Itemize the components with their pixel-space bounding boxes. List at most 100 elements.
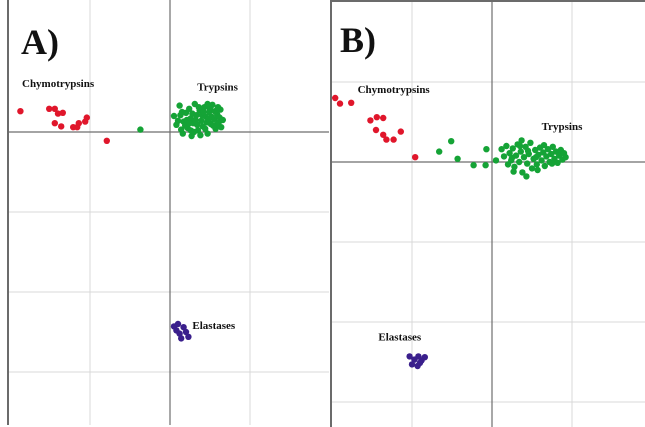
trypsins-point — [436, 148, 443, 155]
trypsins-point — [206, 105, 214, 113]
chymotrypsins-point — [372, 126, 380, 134]
trypsins-point — [510, 168, 517, 175]
trypsins-point — [528, 165, 536, 172]
trypsins-point — [527, 139, 534, 146]
trypsins-point — [179, 130, 186, 137]
chymotrypsins-point — [54, 110, 62, 117]
chymotrypsins-point — [348, 99, 355, 107]
chymotrypsins-point — [103, 137, 111, 144]
chymotrypsins-point — [51, 105, 58, 113]
chymotrypsins-point — [380, 131, 387, 138]
trypsins-point — [518, 137, 525, 144]
chymotrypsins-point — [51, 120, 58, 127]
chymotrypsins-point — [397, 128, 404, 135]
chart-b: Chymotrypsins Trypsins Elastases B) — [332, 2, 645, 427]
trypsins-point — [498, 146, 505, 153]
chymotrypsins-point — [380, 114, 387, 122]
trypsins-point — [543, 153, 550, 160]
trypsins-point — [511, 163, 518, 170]
trypsins-point — [170, 112, 178, 120]
trypsins-point — [189, 110, 196, 117]
trypsins-point — [503, 142, 510, 150]
trypsins-point — [177, 112, 184, 119]
cluster-label-elastases: Elastases — [378, 331, 422, 343]
trypsins-point — [540, 142, 548, 149]
chymotrypsins-point — [59, 109, 66, 117]
chymotrypsins-point — [75, 120, 83, 127]
chymotrypsins-point — [336, 100, 344, 107]
cluster-label-elastases: Elastases — [192, 320, 236, 332]
trypsins-point — [186, 120, 193, 127]
trypsins-point — [506, 150, 513, 157]
trypsins-point — [210, 122, 217, 129]
elastases-point — [180, 324, 187, 331]
trypsins-point — [544, 146, 552, 153]
trypsins-point — [549, 143, 556, 150]
trypsins-point — [517, 148, 524, 155]
trypsins-point — [520, 154, 528, 161]
trypsins-point — [532, 146, 539, 154]
panel-label: B) — [340, 20, 376, 60]
cluster-label-trypsins: Trypsins — [197, 81, 238, 93]
chymotrypsins-point — [373, 114, 380, 121]
trypsins-point — [200, 108, 207, 116]
elastases-point — [185, 333, 192, 340]
trypsins-point — [523, 173, 530, 180]
trypsins-point — [492, 157, 500, 164]
trypsins-point — [554, 159, 561, 166]
chymotrypsins-point — [367, 117, 374, 124]
trypsins-point — [533, 161, 540, 168]
trypsins-point — [562, 154, 569, 161]
elastases-point — [408, 361, 416, 368]
trypsins-point — [532, 154, 540, 161]
cluster-label-chymotrypsins: Chymotrypsins — [358, 84, 431, 96]
trypsins-point — [204, 100, 211, 108]
trypsins-point — [470, 162, 477, 169]
trypsins-point — [192, 116, 199, 124]
trypsins-point — [186, 105, 193, 113]
trypsins-point — [509, 145, 516, 152]
trypsins-point — [176, 102, 183, 109]
chymotrypsins-point — [83, 114, 91, 121]
chymotrypsins-point — [390, 136, 397, 143]
chymotrypsins-point — [46, 105, 53, 113]
panel-a: Chymotrypsins Trypsins Elastases A) — [7, 0, 333, 425]
trypsins-point — [198, 117, 205, 125]
trypsins-point — [524, 147, 532, 154]
elastases-point — [178, 335, 185, 342]
chymotrypsins-point — [17, 108, 24, 115]
chymotrypsins-point — [383, 136, 390, 143]
trypsins-point — [137, 126, 144, 133]
chymotrypsins-point — [58, 123, 65, 130]
chart-a: Chymotrypsins Trypsins Elastases A) — [9, 0, 329, 425]
panel-b: Chymotrypsins Trypsins Elastases B) — [330, 0, 645, 427]
elastases-point — [174, 320, 182, 328]
trypsins-point — [214, 104, 222, 111]
trypsins-point — [534, 166, 541, 174]
trypsins-point — [541, 162, 548, 170]
trypsins-point — [448, 138, 455, 145]
trypsins-point — [195, 104, 202, 111]
elastases-point — [421, 354, 428, 361]
trypsins-point — [197, 132, 204, 139]
elastases-point — [176, 330, 183, 337]
elastases-point — [416, 359, 424, 366]
trypsins-point — [190, 128, 198, 136]
trypsins-point — [508, 154, 516, 162]
trypsins-point — [516, 158, 523, 166]
trypsins-point — [218, 124, 225, 131]
cluster-label-chymotrypsins: Chymotrypsins — [22, 78, 95, 90]
elastases-point — [406, 353, 413, 360]
trypsins-point — [483, 146, 490, 153]
trypsins-point — [548, 150, 555, 158]
trypsins-point — [500, 153, 508, 160]
panel-label: A) — [21, 22, 59, 62]
elastases-point — [182, 328, 190, 336]
trypsins-point — [219, 116, 226, 124]
trypsins-point — [194, 121, 201, 128]
trypsins-point — [519, 169, 526, 176]
trypsins-point — [538, 157, 545, 164]
cluster-label-trypsins: Trypsins — [542, 121, 583, 133]
trypsins-point — [174, 117, 182, 125]
trypsins-point — [548, 160, 556, 167]
